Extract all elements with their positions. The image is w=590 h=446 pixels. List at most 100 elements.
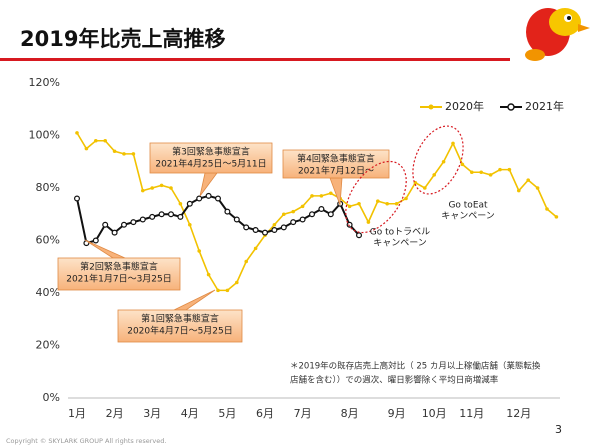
x-tick-label: 10月 (422, 407, 447, 420)
y-tick-label: 120% (29, 76, 60, 89)
point (282, 212, 286, 217)
point (526, 178, 530, 182)
x-tick-label: 7月 (294, 407, 312, 420)
callout-box (57, 257, 181, 291)
point (376, 199, 380, 203)
callout-text: 2020年4月7日～5月25日 (127, 325, 233, 337)
callout-box (282, 149, 390, 179)
point (280, 224, 287, 231)
point (131, 152, 136, 156)
point (385, 201, 390, 206)
legend-marker (507, 103, 515, 111)
point (507, 167, 512, 172)
slide-title: 2019年比売上高推移 (20, 27, 225, 51)
callout-text: 2021年1月7日～3月25日 (66, 273, 172, 285)
point (290, 219, 297, 226)
series-line (76, 132, 557, 292)
point (329, 191, 333, 196)
point (309, 211, 316, 218)
point (432, 173, 437, 177)
point (94, 138, 98, 143)
callout-text: 第3回緊急事態宣言 (172, 146, 250, 158)
point (197, 249, 201, 253)
point (451, 141, 455, 146)
point (423, 186, 427, 190)
point (205, 192, 212, 199)
point (111, 229, 118, 236)
point (159, 183, 164, 188)
callout-text: 第2回緊急事態宣言 (80, 261, 158, 273)
point (149, 213, 156, 220)
point (235, 280, 239, 285)
point (84, 146, 89, 151)
y-tick-label: 20% (36, 339, 60, 352)
point (327, 211, 334, 218)
callout-text: 2021年4月25日～5月11日 (155, 158, 266, 170)
point (347, 204, 352, 209)
campaign-label: キャンペーン (441, 212, 495, 222)
point (122, 152, 126, 156)
point (178, 201, 183, 206)
point (253, 246, 258, 251)
mascot (525, 8, 590, 61)
point (470, 170, 474, 175)
point (168, 211, 175, 218)
title-underline (0, 58, 510, 61)
point (224, 208, 231, 215)
x-tick-label: 8月 (341, 407, 359, 420)
point (206, 272, 211, 277)
legend-label: 2021年 (525, 99, 564, 113)
campaign-label: Go toEat (448, 201, 488, 211)
x-tick-label: 1月 (68, 407, 86, 420)
point (318, 206, 325, 213)
point (300, 204, 305, 209)
point (169, 186, 173, 190)
point (102, 221, 109, 228)
point (103, 138, 107, 143)
point (177, 213, 184, 220)
callout-pointer (329, 177, 343, 206)
callout-text: 2021年7月12日～ (298, 165, 374, 177)
y-tick-label: 80% (36, 181, 60, 194)
x-tick-label: 9月 (388, 407, 406, 420)
highlight-ring (412, 125, 464, 195)
callout-pointer (84, 239, 126, 259)
point (535, 186, 540, 190)
point (141, 188, 145, 193)
campaign-label: Go toトラベル (370, 227, 430, 238)
x-tick-label: 3月 (143, 407, 161, 420)
callout-text: 第1回緊急事態宣言 (141, 313, 219, 325)
point (244, 259, 248, 264)
point (262, 229, 269, 236)
point (545, 207, 549, 211)
x-tick-label: 12月 (506, 407, 531, 420)
point (554, 215, 559, 219)
point (139, 216, 146, 223)
point (216, 288, 220, 293)
point (310, 194, 314, 198)
x-tick-label: 11月 (459, 407, 484, 420)
point (92, 237, 99, 244)
point (271, 227, 278, 234)
point (272, 222, 277, 227)
point (196, 195, 203, 202)
point (404, 196, 408, 201)
point (356, 232, 363, 239)
y-tick-label: 0% (43, 391, 60, 404)
point (233, 216, 240, 223)
point (120, 221, 127, 228)
point (488, 173, 493, 177)
footnote: 店舗を含む））での週次、曜日影響除く平均日商増減率 (290, 375, 499, 386)
point (112, 149, 117, 154)
point (319, 194, 324, 198)
point (479, 170, 484, 175)
point (75, 131, 79, 135)
point (73, 195, 80, 202)
y-tick-label: 60% (36, 234, 60, 247)
page-number: 3 (555, 423, 562, 436)
point (188, 222, 192, 227)
point (225, 288, 230, 293)
point (346, 221, 353, 228)
point (252, 227, 259, 234)
